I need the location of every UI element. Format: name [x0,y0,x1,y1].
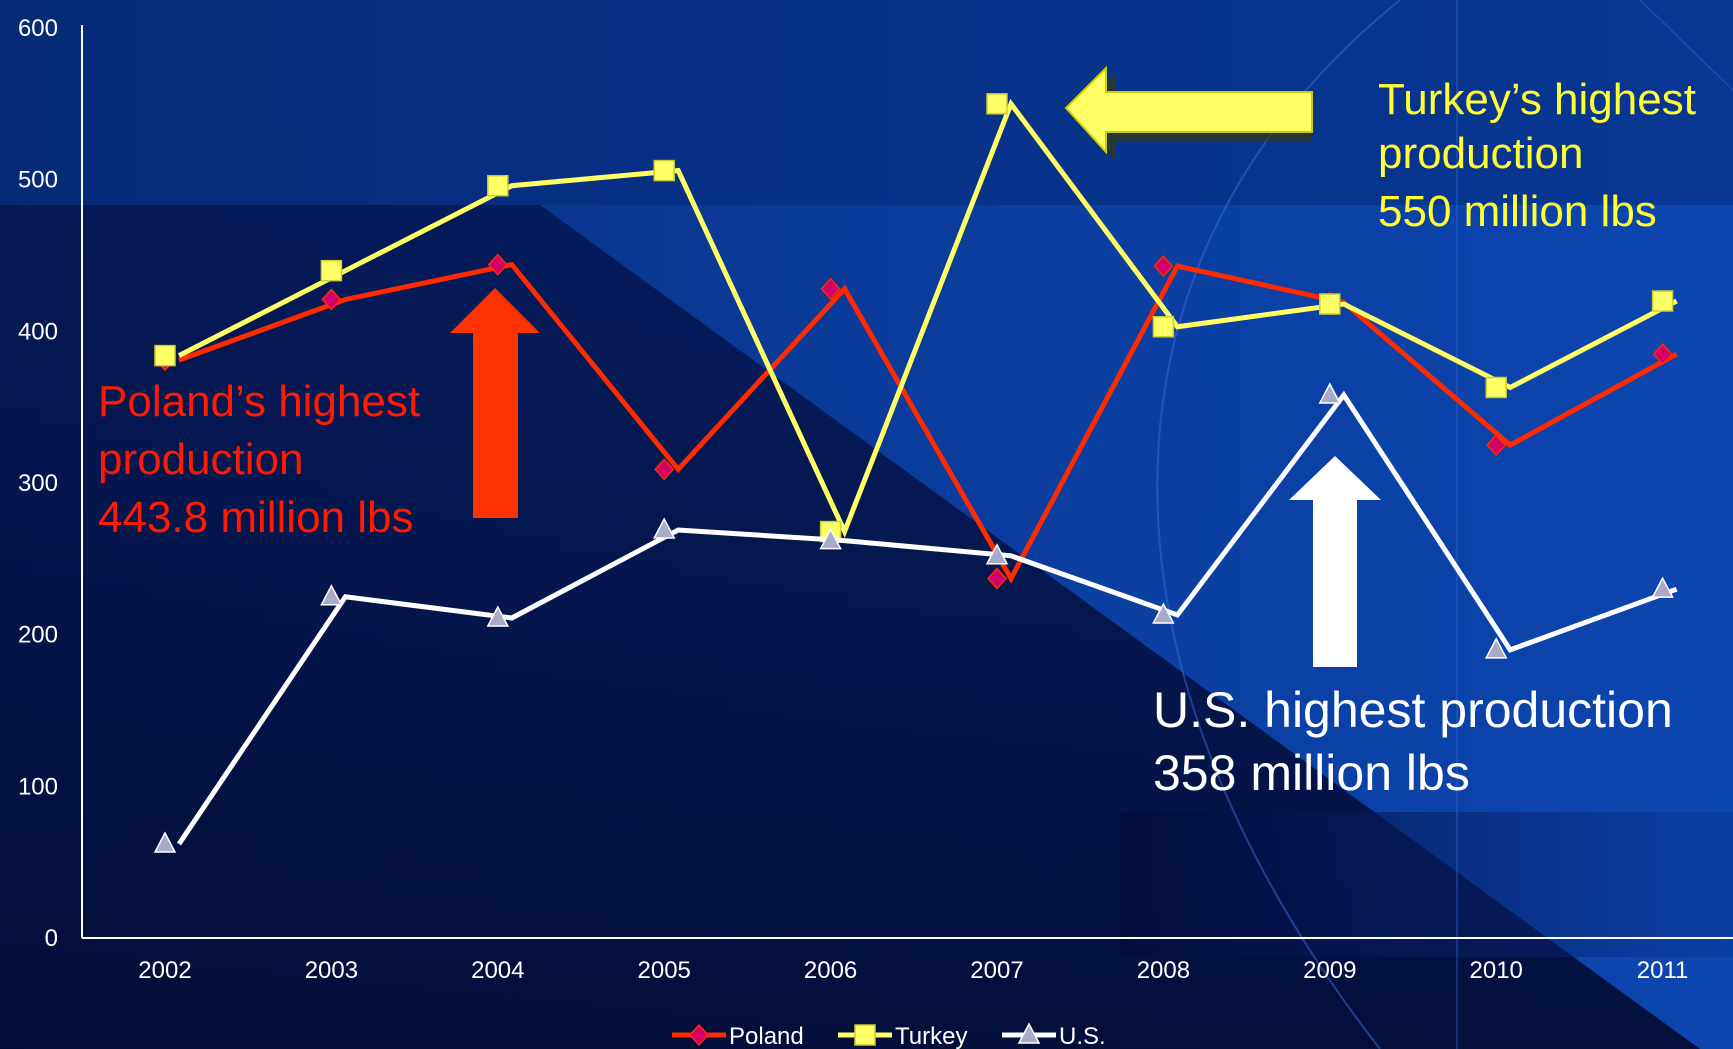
turkey-annotation-line-1: Turkey’s highest [1378,75,1696,124]
series-us [153,382,1678,853]
data-point-turkey [1152,316,1175,338]
legend-label: Poland [729,1023,804,1049]
series-layer [153,93,1678,853]
x-tick-label: 2009 [1303,957,1356,984]
data-point-us [1484,637,1508,659]
data-point-turkey [154,344,176,367]
data-point-turkey [320,259,343,282]
data-point-turkey [1651,290,1674,312]
legend-swatch-marker [688,1023,710,1047]
x-tick-label: 2003 [305,957,358,984]
poland-annotation: Poland’s highest production 443.8 millio… [98,377,432,542]
legend: Poland Turkey U.S. [672,1022,1106,1049]
legend-swatch-marker [1017,1022,1041,1044]
turkey-annotation-line-3: 550 million lbs [1378,187,1657,236]
data-point-poland [654,458,675,481]
turkey-annotation-line-2: production [1378,129,1583,178]
data-point-turkey [653,159,675,182]
turkey-annotation: Turkey’s highest production 550 million … [1378,75,1708,236]
series-line-poland [178,261,1678,584]
axes [81,25,1733,939]
data-point-poland [986,567,1008,590]
x-tick-label: 2008 [1137,957,1190,984]
legend-label: Turkey [895,1023,967,1049]
series-line-us [176,390,1678,846]
data-point-turkey [1485,376,1507,399]
data-point-us [1318,382,1342,404]
x-tick-label: 2006 [804,957,857,984]
data-point-us [320,584,343,606]
data-point-poland [1652,342,1673,366]
x-tick-label: 2007 [970,957,1023,984]
x-tick-label: 2002 [138,957,191,984]
y-tick-label: 100 [18,773,58,800]
x-tick-label: 2010 [1470,957,1523,984]
legend-item-turkey: Turkey [838,1023,967,1049]
x-tick-labels: 2002 2003 2004 2005 2006 2007 2008 2009 2010 2011 [138,957,1688,984]
x-tick-label: 2011 [1637,957,1689,984]
data-point-poland [1153,254,1174,278]
y-tick-label: 300 [18,470,58,497]
data-point-poland [487,253,508,276]
us-annotation-line-1: U.S. highest production [1153,682,1673,738]
poland-annotation-line-2: production [98,435,303,484]
y-tick-labels: 0 100 200 300 400 500 600 [18,15,58,952]
y-tick-label: 400 [18,318,58,345]
us-annotation: U.S. highest production 358 million lbs [1153,682,1687,801]
data-point-turkey [1319,293,1341,315]
y-tick-label: 0 [45,925,58,952]
data-point-poland [1486,433,1507,457]
us-annotation-line-2: 358 million lbs [1153,745,1470,801]
legend-item-poland: Poland [672,1023,804,1049]
us-arrow-icon [1289,456,1381,667]
series-line-turkey [177,98,1678,538]
data-point-us [1651,576,1674,598]
data-point-us [1152,602,1175,624]
x-tick-label: 2004 [471,957,524,984]
x-tick-label: 2005 [638,957,691,984]
data-point-poland [820,277,841,300]
data-point-us [652,517,676,539]
poland-annotation-line-1: Poland’s highest [98,377,420,426]
poland-arrow-icon [450,288,540,518]
data-point-us [153,831,177,853]
data-point-turkey [986,93,1008,115]
data-point-us [486,605,510,627]
legend-item-us: U.S. [1002,1022,1106,1049]
poland-annotation-line-3: 443.8 million lbs [98,493,414,542]
data-point-turkey [487,174,509,197]
data-point-poland [321,288,342,311]
y-tick-label: 600 [18,15,58,42]
y-tick-label: 500 [18,167,58,194]
legend-label: U.S. [1059,1023,1106,1049]
data-point-us [819,528,842,550]
legend-swatch-marker [854,1024,876,1046]
y-tick-label: 200 [18,622,58,649]
data-point-us [985,543,1009,565]
turkey-arrow-icon [1064,65,1313,155]
